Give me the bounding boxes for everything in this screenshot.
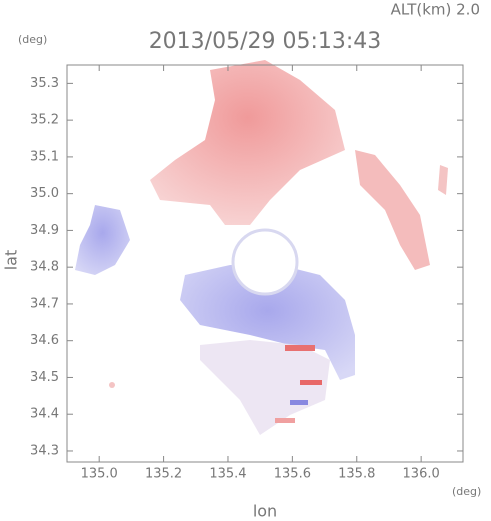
x-tick-label: 135.0 [81, 467, 118, 482]
annotation: ALT(km) 2.0 [391, 1, 480, 19]
x-tick-label: 135.8 [338, 467, 375, 482]
x-tick-label: 135.6 [274, 467, 311, 482]
x-tick-label: 136.0 [403, 467, 440, 482]
y-tick-label: 35.1 [30, 149, 59, 164]
plot-frame [66, 64, 464, 463]
y-tick-label: 35.3 [30, 76, 59, 91]
y-tick-label: 35.0 [30, 186, 59, 201]
y-axis-label: lat [2, 250, 21, 271]
y-tick-label: 35.2 [30, 113, 59, 128]
y-tick-label: 34.4 [30, 407, 59, 422]
y-tick-label: 34.6 [30, 333, 59, 348]
y-unit: (deg) [18, 33, 47, 46]
y-tick-label: 34.5 [30, 370, 59, 385]
x-tick-label: 135.2 [145, 467, 182, 482]
y-tick-label: 34.8 [30, 260, 59, 275]
x-unit: (deg) [452, 485, 481, 498]
x-tick-label: 135.4 [209, 467, 246, 482]
x-axis-label: lon [253, 502, 277, 521]
y-tick-label: 34.7 [30, 296, 59, 311]
y-tick-label: 34.9 [30, 223, 59, 238]
radar-field [75, 60, 448, 435]
chart-title: 2013/05/29 05:13:43 [149, 29, 382, 54]
y-tick-label: 34.3 [30, 443, 59, 458]
